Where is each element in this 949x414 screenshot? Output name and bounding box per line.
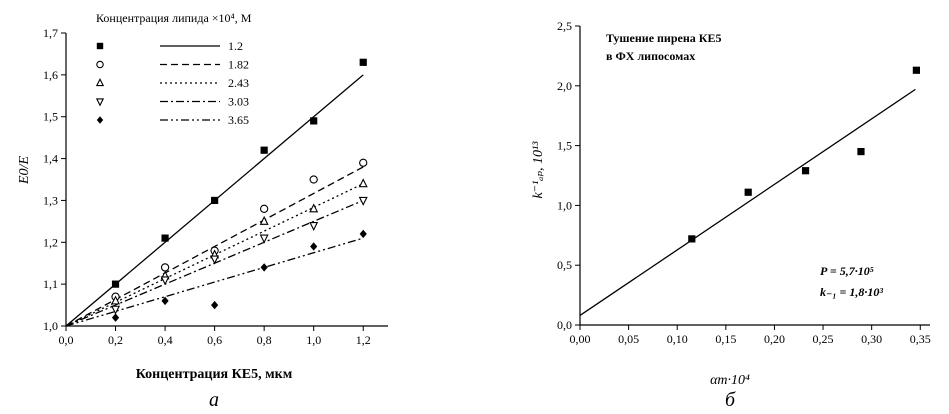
chart-b-y-tick-label: 2,0: [557, 79, 572, 93]
chart-b-point: [912, 66, 920, 74]
chart-a-y-tick-label: 1,0: [43, 319, 58, 333]
chart-a-legend-marker: [96, 42, 104, 50]
chart-a-point: [309, 203, 319, 213]
chart-a-point: [260, 146, 268, 154]
chart-a-point: [111, 295, 121, 305]
chart-a-x-tick-label: 0,8: [257, 333, 272, 347]
chart-a-point: [111, 305, 121, 315]
chart-b-x-tick-label: 0,30: [861, 332, 882, 346]
chart-a-y-axis-label: E0/E: [17, 156, 32, 185]
chart-b-x-tick-label: 0,20: [764, 332, 785, 346]
chart-a-point: [210, 255, 220, 265]
chart-a-legend-marker: [95, 98, 105, 107]
chart-a-panel-label: а: [209, 389, 219, 411]
chart-a-point: [161, 296, 169, 306]
chart-b-x-tick-label: 0,05: [618, 332, 639, 346]
chart-a-point: [160, 276, 170, 286]
chart-a-point: [359, 58, 367, 66]
chart-b-x-tick-label: 0,35: [910, 332, 931, 346]
chart-a-x-tick-label: 0,0: [59, 333, 74, 347]
chart-a-point: [259, 234, 269, 244]
chart-b-fit-line-0: [579, 88, 916, 316]
chart-b-x-tick-label: 0,10: [667, 332, 688, 346]
chart-a-y-tick-label: 1,4: [43, 152, 58, 166]
chart-a-point: [309, 175, 318, 184]
chart-a-x-tick-label: 0,6: [207, 333, 222, 347]
chart-a-y-tick-label: 1,1: [43, 277, 58, 291]
chart-a-point: [358, 178, 368, 188]
chart-b-x-tick-labels: 0,00 0,05 0,10 0,15 0,20 0,25 0,30 0,35: [570, 332, 931, 346]
chart-a-point: [310, 242, 318, 251]
chart-a-point: [259, 215, 269, 225]
chart-a-point: [310, 117, 318, 125]
chart-a-y-tick-label: 1,6: [43, 68, 58, 82]
chart-b-axes: [575, 25, 930, 330]
chart-a-y-tick-label: 1,7: [43, 26, 58, 40]
chart-a-y-tick-labels: 1,0 1,1 1,2 1,3 1,4 1,5 1,6 1,7: [43, 26, 58, 333]
chart-b-point: [857, 147, 865, 156]
chart-a-point: [309, 221, 319, 231]
chart-a-point: [260, 204, 269, 213]
chart-b-annotation-p: P = 5,7·10⁵: [820, 264, 874, 278]
chart-b-title-line-2: в ФХ липосомах: [606, 49, 695, 63]
chart-a: 0,0 0,2 0,4 0,6 0,8 1,0 1,2 1,0 1,1 1,2 1,3 1,4 1,5…: [17, 11, 388, 411]
chart-a-y-tick-label: 1,2: [43, 235, 58, 249]
chart-a-fit-line-3-65: [65, 237, 364, 327]
chart-b-y-axis-label: k⁻¹ₐₚ, 10¹³: [531, 141, 546, 199]
chart-a-legend: 1.2 1.82 2.43 3.03 3.65: [95, 39, 249, 127]
chart-b-point: [688, 235, 696, 243]
chart-a-point: [211, 196, 219, 205]
chart-b-y-tick-label: 0,0: [557, 318, 572, 332]
chart-a-legend-marker: [96, 60, 104, 69]
chart-a-legend-label: 1.82: [228, 58, 249, 72]
chart-b-y-tick-label: 0,5: [557, 258, 572, 272]
chart-b-y-tick-label: 1,5: [557, 139, 572, 153]
chart-a-legend-label: 1.2: [228, 39, 243, 53]
chart-b-x-axis-label: αm·10⁴: [710, 373, 750, 388]
chart-b-annotation-k: k₋₁ = 1,8·10³: [820, 285, 883, 299]
chart-a-x-tick-label: 0,2: [108, 333, 123, 347]
chart-a-point: [260, 263, 268, 272]
chart-b-point: [801, 167, 810, 175]
chart-a-legend-marker: [95, 77, 105, 87]
chart-b-x-tick-label: 0,15: [715, 332, 736, 346]
chart-a-point: [211, 300, 219, 310]
chart-b-title-line-1: Тушение пирена КЕ5: [606, 31, 721, 45]
chart-b-data-points: [688, 66, 920, 243]
chart-a-axes: [61, 32, 388, 331]
chart-b-x-tick-label: 0,25: [813, 332, 834, 346]
chart-a-x-tick-label: 1,2: [356, 333, 371, 347]
chart-a-point: [111, 280, 120, 288]
chart-b-point: [744, 188, 752, 196]
chart-a-legend-title: Концентрация липида ×10⁴, М: [96, 11, 252, 25]
chart-a-point: [359, 229, 367, 239]
chart-b-y-tick-label: 1,0: [557, 198, 572, 212]
chart-a-legend-label: 3.65: [228, 113, 249, 127]
chart-a-data-points: [111, 58, 368, 322]
chart-a-y-tick-label: 1,3: [43, 193, 58, 207]
chart-b-fit-lines: [579, 88, 916, 316]
chart-a-legend-marker: [96, 116, 104, 124]
chart-a-x-tick-label: 0,4: [158, 333, 173, 347]
chart-a-point: [359, 158, 368, 167]
chart-b-y-tick-label: 2,5: [557, 19, 572, 33]
chart-a-legend-label: 2.43: [228, 76, 249, 90]
chart-b-panel-label: б: [725, 389, 736, 411]
chart-b-x-tick-label: 0,00: [570, 332, 591, 346]
chart-a-point: [160, 263, 170, 272]
chart-a-x-tick-labels: 0,0 0,2 0,4 0,6 0,8 1,0 1,2: [59, 333, 371, 347]
chart-a-y-tick-label: 1,5: [43, 110, 58, 124]
chart-b-y-tick-labels: 0,0 0,5 1,0 1,5 2,0 2,5: [557, 19, 572, 332]
chart-a-x-axis-label: Концентрация КЕ5, мкм: [136, 367, 293, 382]
chart-a-point: [111, 313, 120, 322]
chart-b: 0,00 0,05 0,10 0,15 0,20 0,25 0,30 0,35 0,0 0,5 1…: [531, 19, 931, 411]
chart-a-point: [161, 234, 169, 242]
chart-a-legend-label: 3.03: [228, 95, 249, 109]
chart-a-point: [358, 196, 368, 206]
chart-a-x-tick-label: 1,0: [306, 333, 321, 347]
